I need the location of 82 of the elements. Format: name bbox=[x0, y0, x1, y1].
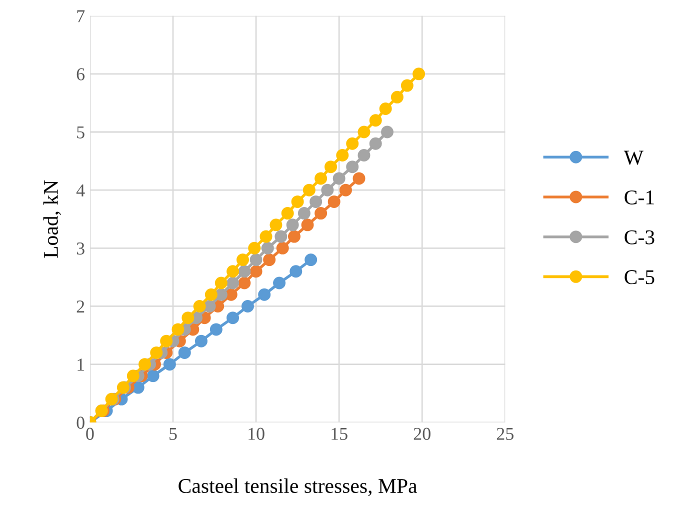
point bbox=[314, 207, 328, 220]
point bbox=[339, 184, 352, 196]
point bbox=[379, 102, 392, 116]
point bbox=[150, 346, 163, 359]
x-tick-label: 0 bbox=[86, 428, 94, 440]
point bbox=[241, 300, 254, 312]
point bbox=[369, 137, 382, 150]
point bbox=[286, 218, 299, 232]
point bbox=[390, 90, 404, 104]
y-tick-label: 2 bbox=[76, 300, 84, 313]
x-tick-label: 20 bbox=[414, 428, 430, 440]
point bbox=[324, 160, 338, 174]
point bbox=[310, 195, 322, 208]
point bbox=[346, 137, 359, 150]
point bbox=[336, 148, 349, 162]
point bbox=[261, 242, 274, 254]
point bbox=[214, 276, 228, 290]
point bbox=[352, 172, 366, 185]
point bbox=[146, 370, 160, 382]
y-tick-label: 3 bbox=[76, 242, 84, 255]
point bbox=[328, 195, 340, 208]
point bbox=[226, 276, 240, 290]
point bbox=[163, 358, 176, 371]
x-tick-label: 10 bbox=[248, 428, 264, 440]
legend-label: W bbox=[624, 150, 644, 165]
point bbox=[412, 68, 426, 80]
legend-label: C-5 bbox=[624, 270, 654, 284]
y-tick-label: 7 bbox=[77, 10, 85, 22]
point bbox=[250, 265, 262, 278]
x-tick-label: 5 bbox=[170, 428, 177, 440]
y-tick-label: 5 bbox=[77, 126, 84, 138]
point bbox=[172, 323, 184, 336]
point bbox=[369, 114, 382, 127]
point bbox=[321, 184, 334, 196]
point bbox=[290, 265, 302, 278]
y-tick-label: 0 bbox=[76, 416, 84, 429]
point bbox=[248, 242, 261, 254]
point bbox=[250, 254, 262, 266]
point bbox=[380, 126, 394, 138]
point bbox=[346, 160, 359, 174]
point bbox=[258, 288, 271, 301]
y-tick-label: 4 bbox=[76, 184, 85, 196]
point bbox=[182, 312, 194, 324]
point bbox=[194, 334, 208, 348]
point bbox=[260, 230, 272, 243]
y-tick-label: 6 bbox=[76, 68, 85, 80]
legend-label: C-3 bbox=[624, 230, 654, 244]
point bbox=[226, 265, 240, 278]
point bbox=[304, 254, 318, 266]
point bbox=[178, 346, 191, 359]
y-tick-label: 1 bbox=[78, 358, 84, 371]
point bbox=[301, 218, 314, 232]
legend-label: C-1 bbox=[624, 190, 654, 204]
point bbox=[276, 242, 289, 254]
point bbox=[236, 254, 250, 266]
point bbox=[160, 334, 173, 348]
point bbox=[273, 276, 286, 290]
x-tick-label: 15 bbox=[332, 428, 348, 440]
point bbox=[126, 370, 140, 382]
point bbox=[204, 288, 218, 301]
point bbox=[298, 207, 310, 220]
point bbox=[226, 312, 240, 324]
point bbox=[358, 126, 370, 138]
y-axis-title: Load, kN bbox=[43, 180, 61, 258]
point bbox=[210, 323, 222, 336]
point bbox=[138, 358, 152, 371]
point bbox=[358, 148, 370, 162]
point bbox=[263, 254, 276, 266]
point bbox=[314, 172, 328, 185]
point bbox=[291, 195, 304, 208]
point bbox=[400, 79, 414, 92]
point bbox=[332, 172, 346, 185]
point bbox=[238, 265, 251, 278]
point bbox=[238, 276, 251, 290]
point bbox=[193, 300, 206, 312]
point bbox=[302, 184, 316, 196]
point bbox=[274, 230, 288, 243]
x-tick-label: 25 bbox=[496, 428, 514, 440]
point bbox=[270, 218, 282, 232]
point bbox=[288, 230, 300, 243]
x-axis-title: Casteel tensile stresses, MPa bbox=[178, 478, 418, 496]
point bbox=[281, 207, 294, 220]
